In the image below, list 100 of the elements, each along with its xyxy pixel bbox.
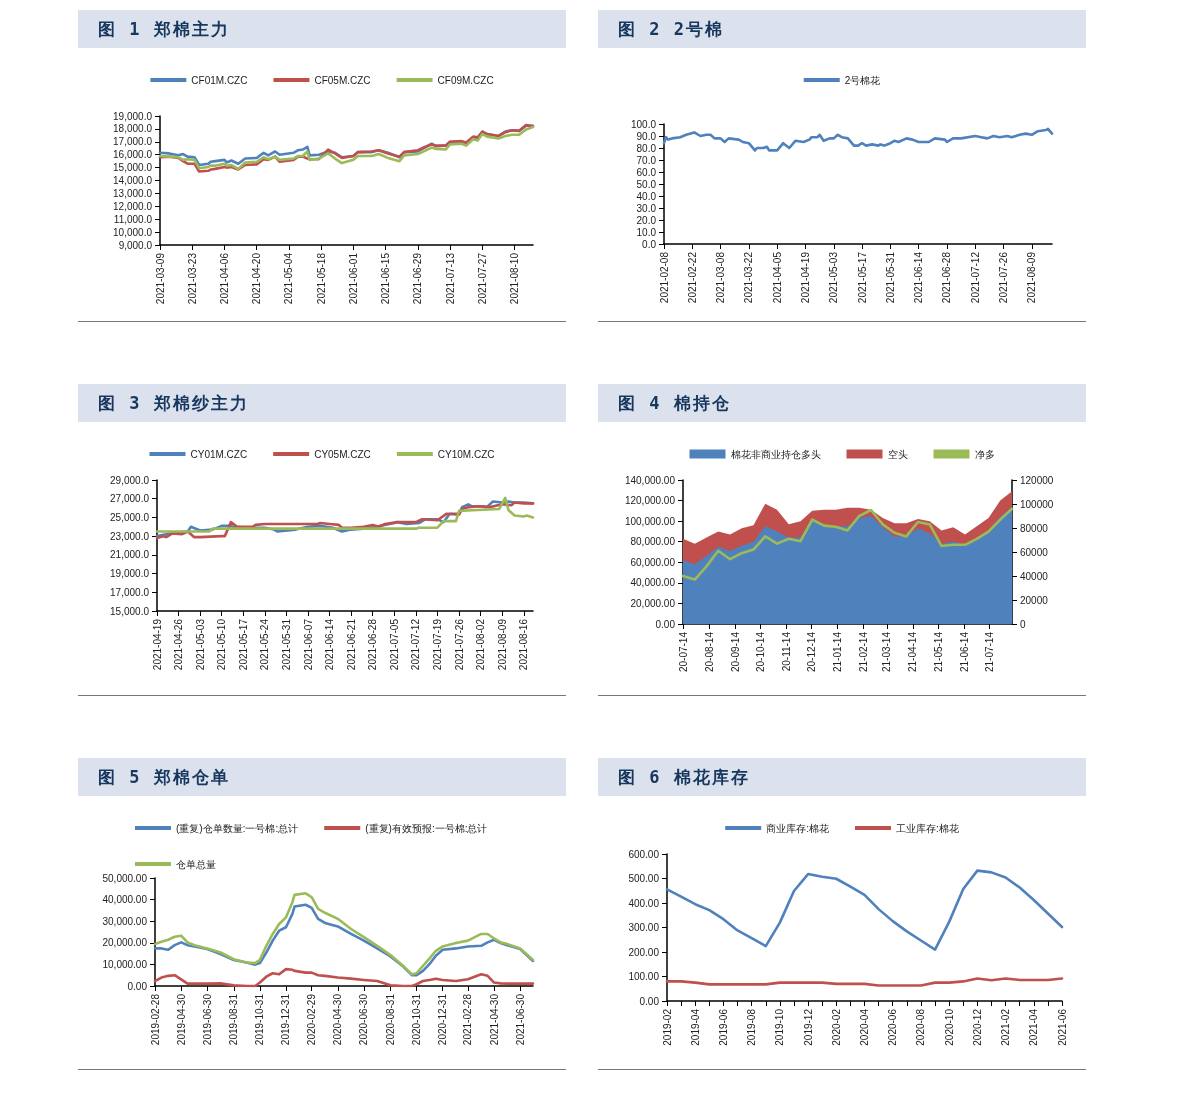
x-tick-label: 2021-08-02 xyxy=(475,618,487,671)
y-tick-label: 18,000.0 xyxy=(113,123,153,135)
chart-title: 图 3 郑棉纱主力 xyxy=(78,384,566,422)
x-tick-label: 2021-07-27 xyxy=(476,252,488,305)
x-tick-label: 2019-12 xyxy=(802,1008,814,1046)
y-tick-label: 20.0 xyxy=(636,214,657,226)
x-tick-label: 2021-08-10 xyxy=(509,252,521,305)
x-tick-label: 21-04-14 xyxy=(907,631,919,673)
y-tick-label: 100.00 xyxy=(628,971,660,982)
x-tick-label: 2021-05-03 xyxy=(828,251,840,304)
x-tick-label: 2021-08-09 xyxy=(496,618,508,671)
x-tick-label: 2021-04-30 xyxy=(488,993,500,1046)
y-tick-label: 40,000.00 xyxy=(630,577,676,589)
x-tick-label: 2020-08 xyxy=(915,1008,927,1046)
chart-title: 图 2 2号棉 xyxy=(598,10,1086,48)
chart-title: 图 6 棉花库存 xyxy=(598,758,1086,796)
y2-tick-label: 60000 xyxy=(1020,546,1049,558)
x-tick-label: 2021-07-19 xyxy=(431,618,443,671)
y-tick-label: 50,000.00 xyxy=(102,872,148,884)
y-tick-label: 200.00 xyxy=(628,946,660,958)
x-tick-label: 2021-07-13 xyxy=(444,252,456,305)
x-tick-label: 2021-03-23 xyxy=(186,252,198,305)
y2-tick-label: 120000 xyxy=(1020,474,1054,486)
x-tick-label: 2021-07-12 xyxy=(410,618,422,671)
x-tick-label: 2021-02-28 xyxy=(462,993,474,1046)
y-tick-label: 10.0 xyxy=(636,226,657,238)
x-tick-label: 2021-03-09 xyxy=(154,252,166,305)
y-tick-label: 80.0 xyxy=(636,142,657,154)
x-tick-label: 2021-04-26 xyxy=(173,618,185,671)
x-tick-label: 2019-02-28 xyxy=(149,993,161,1046)
y-tick-label: 0.00 xyxy=(655,618,676,630)
x-tick-label: 2021-04-19 xyxy=(799,251,811,304)
y-tick-label: 500.00 xyxy=(628,873,660,884)
x-tick-label: 2019-06 xyxy=(717,1008,729,1046)
y-tick-label: 10,000.00 xyxy=(102,958,148,970)
y-tick-label: 100.0 xyxy=(630,118,657,130)
x-tick-label: 2020-04-30 xyxy=(332,993,344,1046)
legend-label: 商业库存:棉花 xyxy=(766,822,829,834)
x-tick-label: 2021-05-10 xyxy=(216,618,228,671)
y-tick-label: 15,000.0 xyxy=(113,162,153,174)
y-tick-label: 40.0 xyxy=(636,190,657,202)
x-tick-label: 2021-05-31 xyxy=(884,251,896,304)
x-tick-label: 2021-06-14 xyxy=(913,251,925,304)
y-tick-label: 17,000.0 xyxy=(113,136,153,148)
x-tick-label: 2021-06-29 xyxy=(412,252,424,305)
x-tick-label: 2021-06-01 xyxy=(347,252,359,305)
x-tick-label: 2019-10-31 xyxy=(254,993,266,1046)
x-tick-label: 2020-06-30 xyxy=(358,993,370,1046)
x-tick-label: 2021-05-03 xyxy=(194,618,206,671)
x-tick-label: 2021-02 xyxy=(1000,1008,1012,1046)
x-tick-label: 21-03-14 xyxy=(881,631,893,673)
y-tick-label: 27,000.0 xyxy=(110,493,150,505)
x-tick-label: 2021-06-28 xyxy=(367,618,379,671)
y-tick-label: 19,000.0 xyxy=(110,568,150,580)
x-tick-label: 2021-05-04 xyxy=(283,252,295,305)
chart-title: 图 1 郑棉主力 xyxy=(78,10,566,48)
y-tick-label: 11,000.0 xyxy=(113,213,153,225)
y-tick-label: 12,000.0 xyxy=(113,200,153,212)
x-tick-label: 2021-02-08 xyxy=(658,251,670,304)
y-tick-label: 60.0 xyxy=(636,166,657,178)
x-tick-label: 2021-07-05 xyxy=(388,618,400,671)
x-tick-label: 2021-02-22 xyxy=(686,251,698,304)
x-tick-label: 2019-08-31 xyxy=(228,993,240,1046)
x-tick-label: 2021-06 xyxy=(1056,1008,1068,1046)
x-tick-label: 2021-04 xyxy=(1028,1008,1040,1046)
x-tick-label: 2021-06-21 xyxy=(345,618,357,671)
y-tick-label: 120,000.00 xyxy=(624,495,676,507)
y-tick-label: 19,000.0 xyxy=(113,110,153,122)
chart-title: 图 5 郑棉仓单 xyxy=(78,758,566,796)
x-tick-label: 2019-10 xyxy=(774,1008,786,1046)
legend-label: CF05M.CZC xyxy=(314,74,371,86)
legend-label: CF09M.CZC xyxy=(437,74,494,86)
x-tick-label: 2020-08-31 xyxy=(384,993,396,1046)
y-tick-label: 14,000.0 xyxy=(113,175,153,186)
y-tick-label: 29,000.0 xyxy=(110,474,150,486)
x-tick-label: 20-12-14 xyxy=(805,631,817,673)
x-tick-label: 2021-06-15 xyxy=(380,252,392,305)
y-tick-label: 21,000.0 xyxy=(110,549,150,561)
x-tick-label: 20-11-14 xyxy=(780,631,792,672)
x-tick-label: 20-10-14 xyxy=(754,631,766,673)
x-tick-label: 2021-06-14 xyxy=(324,618,336,671)
y-tick-label: 20,000.00 xyxy=(630,597,676,609)
x-tick-label: 2021-05-31 xyxy=(280,618,292,671)
x-tick-label: 2021-05-18 xyxy=(315,252,327,305)
x-tick-label: 2021-04-20 xyxy=(251,252,263,305)
y-tick-label: 90.0 xyxy=(636,130,657,142)
legend-label: 2号棉花 xyxy=(844,74,881,86)
y-tick-label: 0.0 xyxy=(642,238,657,250)
y-tick-label: 300.00 xyxy=(628,922,660,933)
y-tick-label: 17,000.0 xyxy=(110,586,150,598)
x-tick-label: 21-07-14 xyxy=(983,631,995,673)
y2-tick-label: 80000 xyxy=(1020,522,1049,534)
x-tick-label: 2020-06 xyxy=(887,1008,899,1046)
x-tick-label: 2021-07-26 xyxy=(453,618,465,671)
legend-label: 工业库存:棉花 xyxy=(896,822,959,834)
x-tick-label: 2021-05-17 xyxy=(856,251,868,304)
legend-label: CY05M.CZC xyxy=(314,448,371,460)
legend-label: (重复)仓单数量:一号棉:总计 xyxy=(176,822,299,834)
legend-label: 净多 xyxy=(974,448,995,460)
y2-tick-label: 100000 xyxy=(1020,498,1054,510)
